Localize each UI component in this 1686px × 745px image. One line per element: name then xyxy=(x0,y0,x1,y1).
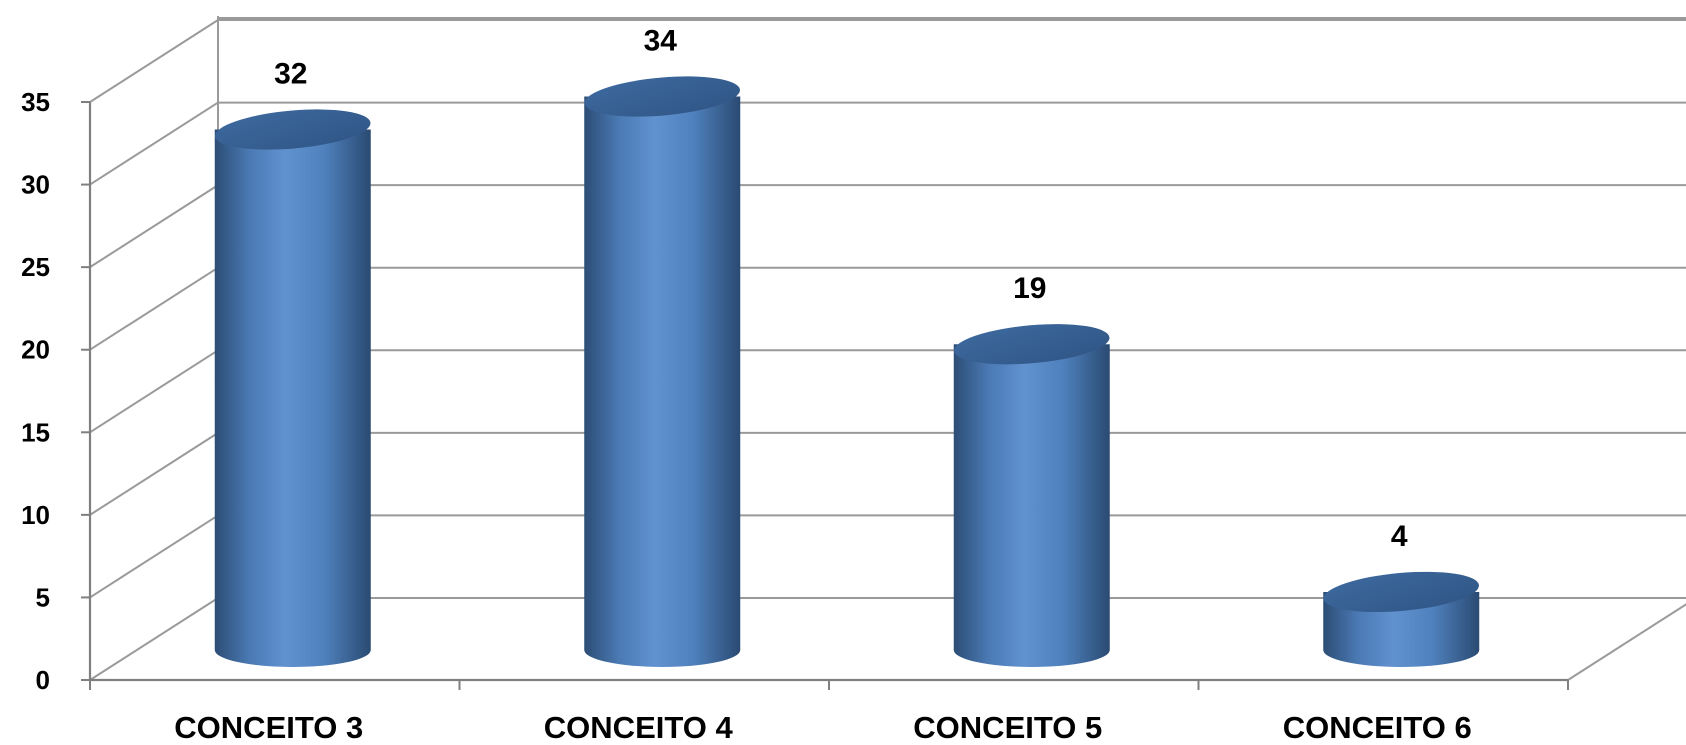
y-tick-label: 25 xyxy=(21,252,50,282)
bar-body xyxy=(584,96,741,667)
x-tick-label: CONCEITO 4 xyxy=(544,710,734,745)
x-tick-label: CONCEITO 3 xyxy=(174,710,363,745)
y-tick-label: 15 xyxy=(21,417,50,447)
bar-conceito-3 xyxy=(214,109,371,668)
x-tick-label: CONCEITO 5 xyxy=(913,710,1102,745)
bar-top xyxy=(584,76,740,117)
axes xyxy=(81,101,1569,690)
data-label: 34 xyxy=(644,25,678,58)
bar-body xyxy=(953,344,1110,667)
gridline-side-30 xyxy=(89,101,219,186)
y-tick-label: 10 xyxy=(21,500,50,530)
bar-conceito-4 xyxy=(584,76,741,667)
y-tick-label: 0 xyxy=(36,665,50,695)
data-label: 32 xyxy=(274,58,307,91)
bar-top xyxy=(1323,571,1479,613)
gridline-side-10 xyxy=(89,432,219,516)
data-label: 4 xyxy=(1391,520,1408,553)
bar-top xyxy=(215,109,371,150)
y-tick-label: 35 xyxy=(21,87,50,117)
bar-body xyxy=(214,129,371,668)
gridline-side-15 xyxy=(89,349,219,434)
gridline-side-35 xyxy=(89,19,219,103)
gridline-side-0 xyxy=(89,597,219,681)
gridline-side-20 xyxy=(89,266,219,351)
y-tick-label: 30 xyxy=(21,170,50,200)
y-tick-label: 20 xyxy=(21,335,50,365)
gridline-side-25 xyxy=(89,184,219,268)
gridlines xyxy=(89,16,1686,681)
bar-conceito-5 xyxy=(953,324,1110,667)
labels: 0 5 10 15 20 25 30 35 32 CONCEITO 3 34 CONCEITO 4 19… xyxy=(21,25,1472,745)
bar-top xyxy=(954,324,1110,365)
bars xyxy=(214,76,1480,668)
y-tick-label: 5 xyxy=(36,582,50,612)
x-tick-label: CONCEITO 6 xyxy=(1283,710,1472,745)
gridline-side-5 xyxy=(89,514,219,599)
data-label: 19 xyxy=(1013,272,1046,305)
bar-conceito-6 xyxy=(1323,571,1480,667)
